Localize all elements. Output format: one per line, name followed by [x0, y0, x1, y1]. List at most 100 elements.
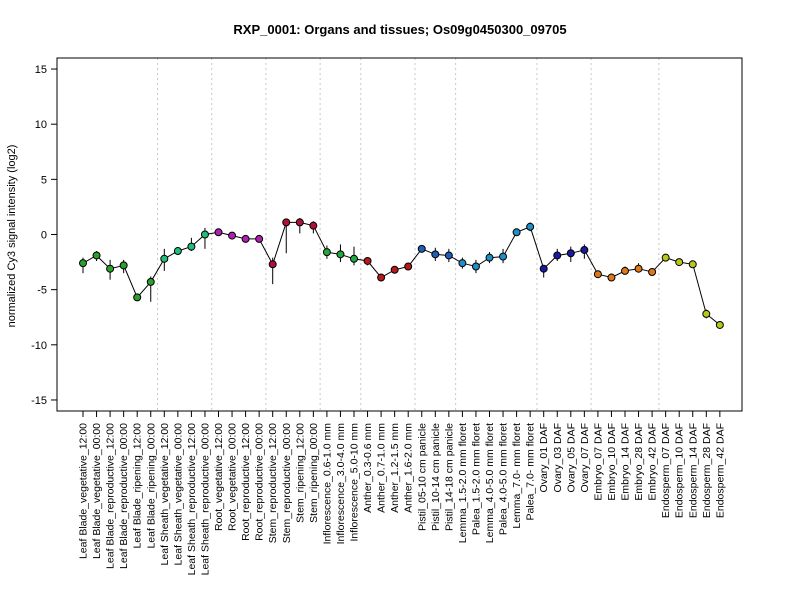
x-tick-label: Root_reproductive_12:00 — [240, 423, 252, 541]
x-tick-label: Inflorescence_0.6-1.0 mm — [321, 423, 333, 545]
plot-frame — [56, 57, 743, 412]
x-tick-label: Leaf Blade_vegetative_12:00 — [78, 423, 90, 559]
x-tick-label: Endosperm_14 DAF — [687, 423, 699, 518]
x-tick-label: Endosperm_07 DAF — [660, 423, 672, 518]
y-tick-label: -10 — [31, 340, 47, 352]
data-point — [539, 264, 548, 273]
data-point — [688, 260, 697, 269]
x-tick-label: Root_vegetative_00:00 — [227, 423, 239, 531]
x-tick-label: Leaf Blade_reproductive_12:00 — [105, 423, 117, 569]
x-tick-label: Embryo_28 DAF — [633, 423, 645, 501]
x-tick-label: Lemma_4.0-5.0 mm floret — [484, 423, 496, 543]
x-tick-label: Leaf Sheath_vegetative_00:00 — [172, 423, 184, 566]
data-point — [336, 250, 345, 259]
data-point — [282, 218, 291, 227]
data-points — [79, 218, 724, 329]
x-tick-label: Leaf Blade_ripening_12:00 — [132, 423, 144, 549]
x-tick-label: Leaf Sheath_reproductive_00:00 — [199, 423, 211, 576]
x-tick-label: Anther_0.7-1.0 mm — [376, 423, 388, 513]
data-point — [471, 262, 480, 271]
data-point — [553, 251, 562, 260]
data-point — [160, 254, 169, 263]
data-point — [648, 268, 657, 277]
data-point — [363, 256, 372, 265]
x-tick-label: Pistil_05-10 cm panicle — [416, 423, 428, 531]
data-point — [417, 244, 426, 253]
x-tick-label: Ovary_07 DAF — [579, 423, 591, 492]
y-tick-label: 10 — [35, 119, 47, 131]
x-axis: Leaf Blade_vegetative_12:00 Leaf Blade_ve… — [78, 411, 726, 576]
x-tick-label: Ovary_05 DAF — [565, 423, 577, 492]
x-tick-label: Lemma_1.5-2.0 mm floret — [457, 423, 469, 543]
data-point — [309, 221, 318, 230]
data-point — [92, 251, 101, 260]
data-point — [607, 273, 616, 282]
data-point — [79, 259, 87, 268]
x-tick-label: Palea_1.5-2.0 mm floret — [471, 423, 483, 535]
x-tick-label: Stem_reproductive_00:00 — [281, 423, 293, 543]
x-tick-label: Anther_0.3-0.6 mm — [362, 423, 374, 513]
data-point — [322, 248, 331, 257]
data-point — [566, 249, 575, 258]
x-tick-label: Inflorescence_3.0-4.0 mm — [335, 423, 347, 545]
y-tick-label: 5 — [41, 174, 47, 186]
x-tick-label: Stem_ripening_00:00 — [308, 423, 320, 523]
x-tick-label: Root_reproductive_00:00 — [254, 423, 266, 541]
data-point — [187, 242, 196, 251]
y-tick-label: -15 — [31, 395, 47, 407]
data-point — [133, 293, 142, 302]
data-point — [404, 262, 413, 271]
data-point — [580, 245, 589, 254]
data-point — [499, 252, 508, 261]
data-point — [241, 234, 250, 243]
x-tick-label: Pistil_14-18 cm panicle — [443, 423, 455, 531]
x-tick-label: Endosperm_42 DAF — [714, 423, 726, 518]
x-tick-label: Anther_1.6-2.0 mm — [403, 423, 415, 513]
y-tick-label: -5 — [37, 285, 47, 297]
y-tick-label: 15 — [35, 64, 47, 76]
x-tick-label: Pistil_10-14 cm panicle — [430, 423, 442, 531]
data-point — [702, 309, 711, 318]
x-tick-label: Leaf Blade_vegetative_00:00 — [91, 423, 103, 559]
chart-title: RXP_0001: Organs and tissues; Os09g04503… — [233, 22, 566, 37]
data-point — [634, 264, 643, 273]
x-tick-label: Lemma_7.0- mm floret — [511, 423, 523, 529]
data-point — [200, 230, 209, 239]
y-axis: -15 -10 -5 0 5 10 15 — [31, 64, 57, 407]
data-point — [444, 251, 453, 260]
data-point — [485, 253, 494, 262]
data-point — [228, 231, 237, 240]
x-tick-label: Stem_ripening_12:00 — [294, 423, 306, 523]
x-tick-label: Leaf Sheath_reproductive_12:00 — [186, 423, 198, 576]
data-point — [512, 228, 521, 237]
y-axis-label: normalized Cy3 signal intensity (log2) — [6, 145, 18, 328]
data-point — [593, 270, 602, 279]
data-point — [173, 247, 182, 256]
data-point — [295, 218, 304, 227]
data-point — [119, 261, 128, 270]
data-point — [526, 222, 535, 231]
group-separators — [157, 58, 660, 411]
x-tick-label: Endosperm_10 DAF — [674, 423, 686, 518]
data-point — [458, 259, 467, 268]
data-point — [661, 253, 670, 262]
data-point — [255, 234, 264, 243]
x-tick-label: Embryo_10 DAF — [606, 423, 618, 501]
x-tick-label: Leaf Blade_ripening_00:00 — [145, 423, 157, 549]
x-tick-label: Embryo_14 DAF — [620, 423, 632, 501]
x-tick-label: Inflorescence_5.0-10 mm — [349, 423, 361, 542]
data-point — [146, 277, 155, 286]
x-tick-label: Palea_4.0-5.0 mm floret — [498, 423, 510, 535]
data-point — [106, 264, 115, 273]
data-point — [431, 250, 440, 259]
x-tick-label: Leaf Blade_reproductive_00:00 — [118, 423, 130, 569]
data-point — [268, 260, 277, 269]
x-tick-label: Leaf Sheath_vegetative_12:00 — [159, 423, 171, 566]
x-tick-label: Embryo_42 DAF — [647, 423, 659, 501]
data-point — [621, 266, 629, 275]
x-tick-label: Anther_1.2-1.5 mm — [389, 423, 401, 513]
x-tick-label: Stem_reproductive_12:00 — [267, 423, 279, 543]
x-tick-label: Endosperm_28 DAF — [701, 423, 713, 518]
x-tick-label: Ovary_01 DAF — [538, 423, 550, 492]
